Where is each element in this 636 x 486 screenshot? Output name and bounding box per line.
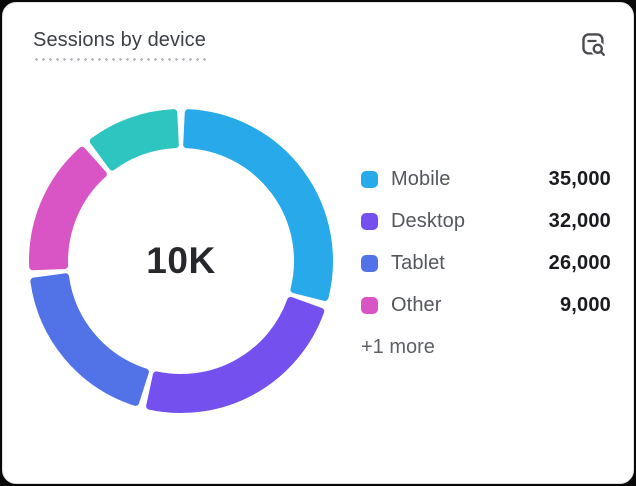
card-header: Sessions by device (3, 3, 633, 61)
legend-item-tablet[interactable]: Tablet 26,000 (361, 242, 611, 284)
donut-segment-mobile[interactable] (183, 109, 333, 301)
legend-swatch (361, 170, 378, 188)
donut-segment-desktop[interactable] (146, 296, 325, 413)
legend-swatch (361, 212, 378, 230)
legend-value: 26,000 (548, 251, 611, 274)
legend-value: 32,000 (548, 209, 611, 232)
donut-segment-tablet[interactable] (30, 273, 149, 406)
legend-more-button[interactable]: +1 more (361, 336, 435, 358)
legend-item-other[interactable]: Other 9,000 (361, 284, 611, 326)
donut-segment-other[interactable] (29, 146, 107, 271)
legend-item-desktop[interactable]: Desktop 32,000 (361, 200, 611, 242)
card-title: Sessions by device (33, 29, 207, 61)
legend-label: Other (391, 293, 442, 316)
legend-swatch (361, 296, 378, 314)
donut-chart: 10K (21, 101, 341, 421)
legend-label: Mobile (391, 167, 451, 190)
legend-value: 35,000 (548, 167, 611, 190)
donut-segment-more[interactable] (89, 109, 179, 171)
legend-label: Desktop (391, 209, 466, 232)
inspect-data-button[interactable] (579, 30, 609, 60)
legend-label: Tablet (391, 251, 445, 274)
file-search-icon (581, 32, 605, 56)
legend-value: 9,000 (559, 293, 611, 316)
chart-legend: Mobile 35,000 Desktop 32,000 Tablet 26,0… (361, 158, 611, 359)
legend-swatch (361, 254, 378, 272)
legend-item-mobile[interactable]: Mobile 35,000 (361, 158, 611, 200)
